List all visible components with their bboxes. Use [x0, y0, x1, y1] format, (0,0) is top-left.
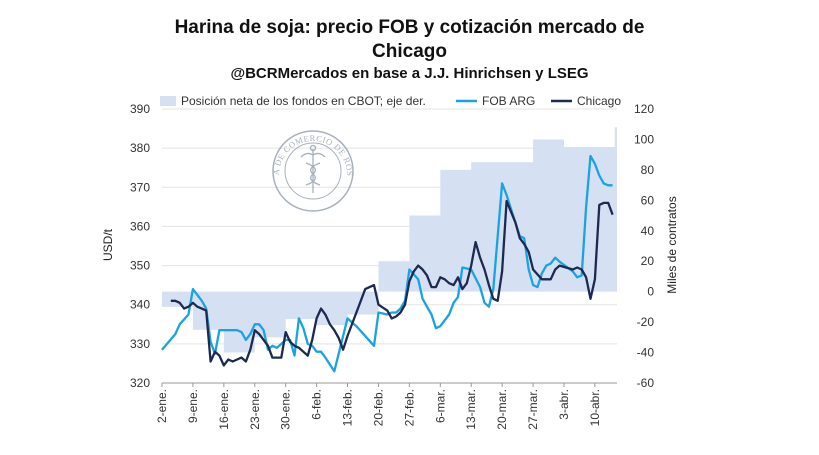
x-tick-label: 2-ene.: [155, 389, 169, 423]
y2-tick-label: 20: [641, 254, 655, 268]
y2-tick-label: -60: [637, 376, 655, 390]
y-axis-label: USD/t: [101, 228, 115, 261]
y2-tick-label: 60: [641, 193, 655, 207]
y2-axis-label: Miles de contratos: [665, 196, 679, 293]
x-tick-label: 13-mar.: [464, 389, 478, 430]
y-tick-label: 340: [130, 298, 150, 312]
x-tick-label: 13-feb.: [341, 389, 355, 426]
legend-label-net-position: Posición neta de los fondos en CBOT; eje…: [181, 94, 426, 108]
series-fob-arg-line: [161, 154, 613, 373]
y2-tick-label: 100: [634, 132, 654, 146]
y-tick-label: 320: [130, 376, 150, 390]
x-tick-label: 27-mar.: [526, 389, 540, 430]
axes-layer: 320 330 340 350 360 370 380 390 -60 -40 -20 0 20 40 60…: [130, 102, 654, 430]
y2-tick-label: 80: [641, 163, 655, 177]
legend: Posición neta de los fondos en CBOT; eje…: [160, 94, 621, 108]
seal-outer-ring: [272, 130, 354, 212]
x-tick-label: 6-feb.: [310, 389, 324, 420]
chart-subtitle: @BCRMercados en base a J.J. Hinrichsen y…: [230, 65, 589, 82]
legend-label-fob-arg: FOB ARG: [482, 94, 535, 108]
x-tick-label: 30-ene.: [279, 389, 293, 430]
bcr-seal-watermark: BOLSA DE COMERCIO DE ROSARIO: [271, 130, 355, 212]
y2-tick-label: 0: [647, 285, 654, 299]
price-lines-layer: [161, 154, 614, 373]
x-tick-label: 20-mar.: [495, 389, 509, 430]
series-chicago-line: [170, 199, 614, 367]
x-tick-label: 20-feb.: [371, 389, 385, 426]
x-tick-label: 6-mar.: [433, 389, 447, 423]
seal-inner-ring: [284, 142, 342, 200]
y2-tick-label: -40: [637, 346, 655, 360]
y-tick-label: 390: [130, 102, 150, 116]
y2-tick-label: 40: [641, 224, 655, 238]
y-tick-label: 350: [130, 259, 150, 273]
y-tick-label: 370: [130, 180, 150, 194]
net-position-area-layer: [162, 127, 617, 353]
caduceus-icon: [300, 144, 326, 193]
x-tick-label: 23-ene.: [248, 389, 262, 430]
series-net-position-area: [162, 127, 617, 353]
x-tick-label: 16-ene.: [217, 389, 231, 430]
legend-label-chicago: Chicago: [577, 94, 621, 108]
y2-tick-label: 120: [634, 102, 654, 116]
y-tick-label: 360: [130, 219, 150, 233]
legend-swatch-net-position: [160, 96, 176, 106]
x-tick-label: 10-abr.: [588, 389, 602, 426]
chart-title-line-2: Chicago: [372, 41, 447, 62]
y-tick-label: 380: [130, 141, 150, 155]
y2-tick-label: -20: [637, 315, 655, 329]
chart-title-line-1: Harina de soja: precio FOB y cotización …: [174, 17, 645, 38]
x-tick-label: 27-feb.: [402, 389, 416, 426]
y-tick-label: 330: [130, 337, 150, 351]
x-tick-label: 3-abr.: [557, 389, 571, 420]
x-tick-label: 9-ene.: [186, 389, 200, 423]
